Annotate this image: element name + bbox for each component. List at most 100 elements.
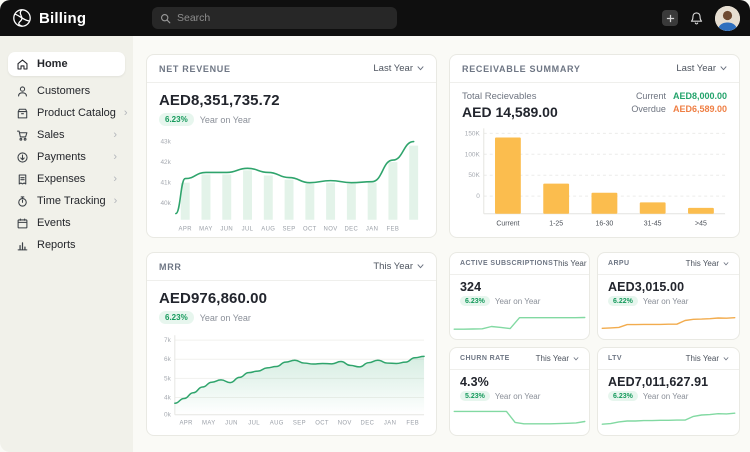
overdue-value: AED6,589.00	[672, 104, 727, 114]
dashboard-row-1: NET REVENUE Last Year AED8,351,735.72 6.…	[146, 54, 740, 238]
kpi-meta: 5.23% Year on Year	[460, 391, 579, 401]
sidebar-item-sales[interactable]: Sales ›	[8, 124, 125, 146]
total-receivables-label: Total Recievables	[462, 91, 537, 102]
receivable-summary-block: Total Recievables AED 14,589.00 Current …	[450, 83, 739, 122]
period-dropdown[interactable]: This Year	[373, 261, 424, 272]
svg-text:42k: 42k	[160, 159, 171, 166]
kpi-block: AED8,351,735.72 6.23% Year on Year	[147, 83, 436, 128]
svg-text:AUG: AUG	[261, 227, 275, 233]
kpi-caption: Year on Year	[199, 114, 251, 125]
sidebar-item-product-catalog[interactable]: Product Catalog ›	[8, 102, 128, 124]
svg-text:0: 0	[476, 193, 480, 200]
net-revenue-chart: 43k 42k 41k 40k APR MAY JUN JUL AUG SEP OCT NOV DEC J…	[147, 128, 436, 237]
svg-text:50K: 50K	[468, 172, 480, 179]
sidebar-item-events[interactable]: Events	[8, 212, 125, 234]
quick-add-button[interactable]	[662, 10, 678, 26]
mrr-chart: 7k 6k 5k 4k 0k APR MAY JUN JUL AUG SEP OCT NOV DEC JAN…	[147, 330, 436, 435]
topbar: Billing	[0, 0, 750, 36]
kpi-block: AED3,015.00 6.22% Year on Year	[598, 275, 739, 306]
notifications-bell-icon[interactable]	[689, 11, 704, 26]
chevron-down-icon	[417, 264, 424, 269]
kpi-block: 4.3% 5.23% Year on Year	[450, 370, 589, 401]
arpu-card: ARPU This Year AED3,015.00 6.22% Year on…	[597, 252, 740, 340]
svg-text:MAY: MAY	[202, 421, 216, 427]
sidebar-item-expenses[interactable]: Expenses ›	[8, 168, 125, 190]
svg-text:JAN: JAN	[366, 227, 378, 233]
payments-icon	[16, 151, 29, 164]
time-tracking-icon	[16, 195, 29, 208]
card-header: CHURN RATE This Year	[450, 348, 589, 370]
period-dropdown[interactable]: This Year	[553, 259, 589, 268]
chevron-down-icon	[573, 356, 579, 361]
svg-text:FEB: FEB	[406, 421, 419, 427]
growth-badge: 5.23%	[460, 391, 490, 401]
svg-text:43k: 43k	[160, 139, 171, 146]
svg-text:4k: 4k	[164, 395, 172, 402]
customers-icon	[16, 85, 29, 98]
svg-text:APR: APR	[179, 227, 193, 233]
kpi-value: AED8,351,735.72	[159, 92, 280, 109]
svg-text:OCT: OCT	[315, 421, 329, 427]
period-dropdown[interactable]: This Year	[686, 259, 729, 268]
expenses-receipt-icon	[16, 173, 29, 186]
kpi-block: 324 6.23% Year on Year	[450, 275, 589, 306]
user-avatar[interactable]	[715, 5, 740, 31]
search-box[interactable]	[152, 7, 397, 29]
chevron-right-icon: ›	[113, 194, 118, 207]
events-calendar-icon	[16, 217, 29, 230]
receivable-aging-chart: 150K 100K 50K 0 Current 1-25 16-30 31-45 >45	[450, 122, 739, 237]
svg-text:7k: 7k	[164, 337, 172, 344]
card-header: MRR This Year	[147, 253, 436, 281]
card-header: LTV This Year	[598, 348, 739, 370]
period-dropdown[interactable]: Last Year	[676, 63, 727, 74]
period-dropdown[interactable]: This Year	[686, 354, 729, 363]
total-receivables: Total Recievables AED 14,589.00	[462, 91, 558, 120]
chevron-right-icon: ›	[113, 128, 117, 141]
card-title: LTV	[608, 355, 622, 362]
period-dropdown[interactable]: This Year	[536, 354, 579, 363]
dashboard: NET REVENUE Last Year AED8,351,735.72 6.…	[133, 36, 750, 452]
sidebar-item-label: Expenses	[37, 173, 86, 185]
svg-text:31-45: 31-45	[644, 221, 662, 228]
card-header: NET REVENUE Last Year	[147, 55, 436, 83]
svg-text:16-30: 16-30	[596, 221, 614, 228]
sidebar-item-time-tracking[interactable]: Time Tracking ›	[8, 190, 125, 212]
svg-text:5k: 5k	[164, 375, 172, 382]
period-label: This Year	[535, 354, 569, 363]
kpi-value: AED3,015.00	[608, 280, 685, 294]
period-label: This Year	[553, 259, 587, 268]
kpi-grid: ACTIVE SUBSCRIPTIONS This Year 324 6.23%…	[449, 252, 740, 436]
kpi-block: AED7,011,627.91 6.23% Year on Year	[598, 370, 739, 401]
kpi-caption: Year on Year	[199, 312, 251, 323]
sidebar-item-home[interactable]: Home	[8, 52, 125, 76]
svg-text:DEC: DEC	[361, 421, 375, 427]
search-icon	[160, 13, 171, 24]
svg-text:FEB: FEB	[387, 227, 400, 233]
svg-text:JUL: JUL	[248, 421, 260, 427]
svg-text:SEP: SEP	[283, 227, 296, 233]
arpu-sparkline	[598, 306, 739, 340]
brand: Billing	[0, 8, 86, 28]
sidebar-item-label: Sales	[37, 129, 65, 141]
sidebar-item-payments[interactable]: Payments ›	[8, 146, 125, 168]
chevron-right-icon: ›	[113, 172, 117, 185]
reports-chart-icon	[16, 239, 29, 252]
svg-text:MAY: MAY	[199, 227, 213, 233]
card-title: CHURN RATE	[460, 355, 510, 362]
sidebar: Home Customers Product Catalog › Sales	[0, 36, 133, 452]
search-input[interactable]	[177, 12, 389, 24]
chevron-right-icon: ›	[123, 106, 128, 119]
kpi-meta: 6.23% Year on Year	[159, 113, 424, 126]
svg-text:JUL: JUL	[242, 227, 254, 233]
period-label: This Year	[685, 354, 719, 363]
current-label: Current	[635, 91, 666, 101]
chevron-right-icon: ›	[113, 150, 117, 163]
sidebar-item-reports[interactable]: Reports	[8, 234, 125, 256]
sidebar-item-customers[interactable]: Customers	[8, 80, 125, 102]
billing-logo-icon	[12, 8, 32, 28]
period-dropdown[interactable]: Last Year	[373, 63, 424, 74]
sidebar-item-label: Product Catalog	[37, 107, 116, 119]
card-header: RECEIVABLE SUMMARY Last Year	[450, 55, 739, 83]
svg-text:AUG: AUG	[270, 421, 284, 427]
